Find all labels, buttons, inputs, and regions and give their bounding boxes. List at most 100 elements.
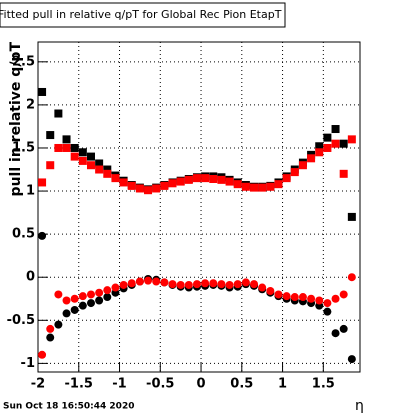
point xyxy=(258,183,267,192)
point xyxy=(54,320,63,329)
point xyxy=(70,294,79,303)
x-tick-label: 0 xyxy=(197,377,206,392)
point xyxy=(62,309,71,318)
point xyxy=(192,174,201,183)
point xyxy=(307,154,316,163)
point xyxy=(54,290,63,299)
point xyxy=(86,152,95,161)
point xyxy=(160,278,169,287)
x-tick-label: -1 xyxy=(112,377,126,392)
point xyxy=(323,299,332,308)
point xyxy=(331,125,340,134)
y-tick-label: 1 xyxy=(26,184,35,199)
point xyxy=(176,280,185,289)
point xyxy=(201,279,210,288)
y-tick-label: 2.5 xyxy=(12,54,35,69)
point xyxy=(127,181,136,190)
x-tick-label: -2 xyxy=(31,377,45,392)
point xyxy=(225,177,234,186)
point xyxy=(103,169,112,178)
point xyxy=(241,278,250,287)
point xyxy=(315,142,324,151)
point xyxy=(103,286,112,295)
point xyxy=(241,182,250,191)
point xyxy=(217,280,226,289)
point xyxy=(339,290,348,299)
point xyxy=(152,184,161,193)
point xyxy=(209,279,218,288)
point xyxy=(95,288,104,297)
point xyxy=(339,324,348,333)
point xyxy=(266,182,275,191)
point xyxy=(233,180,242,189)
plot-border xyxy=(37,41,361,373)
point xyxy=(307,294,316,303)
x-tick-label: -0.5 xyxy=(146,377,174,392)
point xyxy=(86,299,95,308)
point xyxy=(70,152,79,161)
title-box xyxy=(0,2,286,28)
y-tick-label: 0 xyxy=(26,270,35,285)
point xyxy=(176,177,185,186)
point xyxy=(323,143,332,152)
point xyxy=(339,139,348,148)
point xyxy=(331,139,340,148)
point xyxy=(315,296,324,305)
timestamp: Sun Oct 18 16:50:44 2020 xyxy=(3,402,134,412)
point xyxy=(135,277,144,286)
point xyxy=(54,109,63,118)
point xyxy=(78,292,87,301)
point xyxy=(46,324,55,333)
point xyxy=(323,307,332,316)
point xyxy=(315,148,324,157)
point xyxy=(225,280,234,289)
point xyxy=(347,273,356,282)
point xyxy=(160,181,169,190)
point xyxy=(62,135,71,144)
point xyxy=(127,279,136,288)
point xyxy=(135,184,144,193)
point xyxy=(70,305,79,314)
point xyxy=(46,333,55,342)
point xyxy=(111,283,120,292)
y-tick-label: 0.5 xyxy=(12,227,35,242)
point xyxy=(233,280,242,289)
point xyxy=(331,294,340,303)
point xyxy=(103,293,112,302)
point xyxy=(95,165,104,174)
point xyxy=(184,175,193,184)
y-tick-label: -0.5 xyxy=(7,313,35,328)
point xyxy=(282,174,291,183)
chart-title: Fitted pull in relative q/pT for Global … xyxy=(0,8,282,21)
point xyxy=(95,296,104,305)
x-tick-label: -1.5 xyxy=(65,377,93,392)
point xyxy=(78,148,87,157)
point xyxy=(258,283,267,292)
point xyxy=(152,277,161,286)
point xyxy=(62,143,71,152)
point xyxy=(95,159,104,168)
point xyxy=(119,280,128,289)
point xyxy=(144,276,153,285)
point xyxy=(78,156,87,165)
point xyxy=(339,169,348,178)
point xyxy=(201,174,210,183)
point xyxy=(54,143,63,152)
point xyxy=(266,287,275,296)
point xyxy=(111,174,120,183)
point xyxy=(323,133,332,142)
x-axis-label: η xyxy=(355,398,364,414)
point xyxy=(282,292,291,301)
point xyxy=(119,178,128,187)
point xyxy=(250,183,259,192)
point xyxy=(298,161,307,170)
point xyxy=(46,161,55,170)
point xyxy=(38,87,47,96)
point xyxy=(274,180,283,189)
point xyxy=(62,296,71,305)
point xyxy=(46,131,55,140)
x-tick-label: 1.5 xyxy=(312,377,335,392)
point xyxy=(274,290,283,299)
point xyxy=(298,293,307,302)
